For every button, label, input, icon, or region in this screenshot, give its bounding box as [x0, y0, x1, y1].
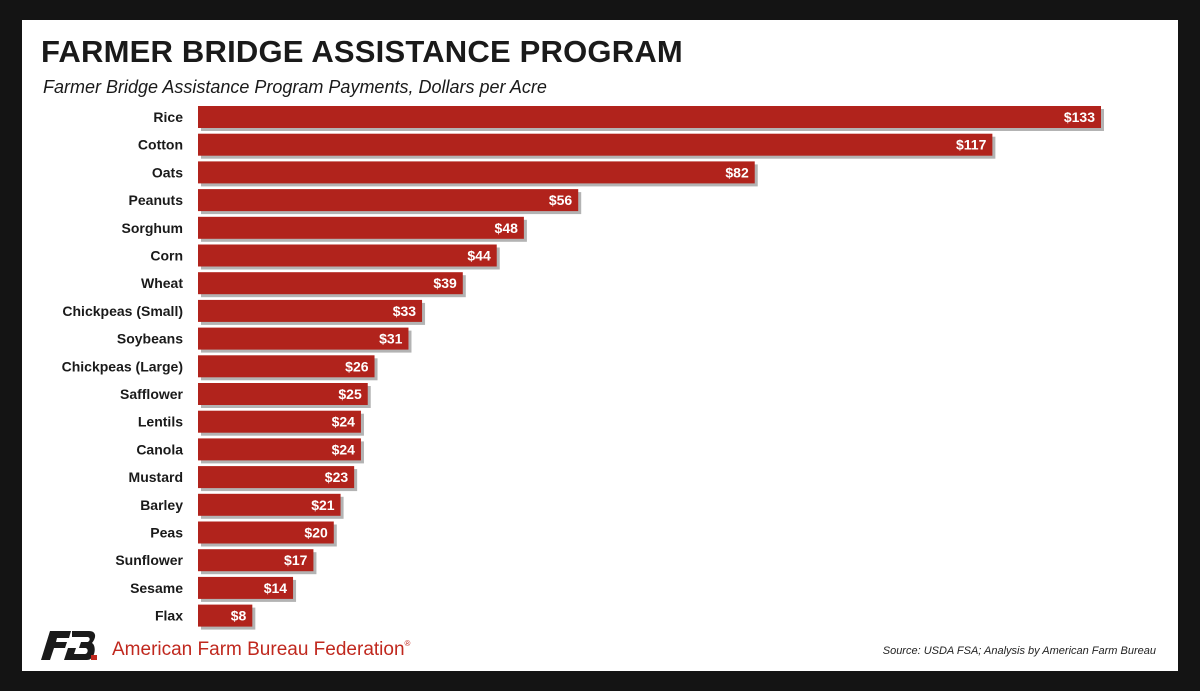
value-label-wheat: $39	[433, 275, 457, 291]
category-label-chickpeas-small: Chickpeas (Small)	[62, 303, 183, 319]
registered-mark: ®	[404, 639, 411, 648]
category-label-wheat: Wheat	[141, 275, 183, 291]
value-label-flax: $8	[231, 608, 247, 624]
bar-barley	[198, 493, 341, 516]
category-label-oats: Oats	[152, 164, 183, 180]
category-label-rice: Rice	[153, 109, 183, 125]
category-label-sunflower: Sunflower	[115, 552, 183, 568]
value-label-chickpeas-large: $26	[345, 358, 369, 374]
bar-peas	[198, 521, 334, 544]
bar-flax	[198, 604, 253, 627]
category-label-chickpeas-large: Chickpeas (Large)	[62, 358, 183, 374]
bar-safflower	[198, 383, 368, 405]
value-label-corn: $44	[467, 248, 491, 264]
value-label-sunflower: $17	[284, 552, 308, 568]
value-label-barley: $21	[311, 497, 335, 513]
value-label-peas: $20	[304, 525, 328, 541]
bar-sunflower	[198, 549, 314, 572]
category-label-peas: Peas	[150, 525, 183, 541]
bar-soybeans	[198, 327, 409, 350]
value-label-chickpeas-small: $33	[393, 303, 417, 319]
bar-lentils	[198, 410, 361, 433]
category-label-cotton: Cotton	[138, 137, 183, 153]
chart-title: FARMER BRIDGE ASSISTANCE PROGRAM	[41, 34, 683, 69]
bar-sorghum	[198, 216, 524, 239]
bar-rice	[198, 106, 1101, 128]
bar-peanuts	[198, 189, 579, 212]
bar-cotton	[198, 133, 993, 156]
category-label-safflower: Safflower	[120, 386, 184, 402]
category-label-barley: Barley	[140, 497, 183, 513]
category-label-peanuts: Peanuts	[129, 192, 184, 208]
value-label-sesame: $14	[264, 580, 288, 596]
value-label-lentils: $24	[332, 414, 356, 430]
value-label-peanuts: $56	[549, 192, 573, 208]
afbf-fb-logo-icon	[41, 631, 97, 660]
category-label-sorghum: Sorghum	[122, 220, 183, 236]
bar-chart: Rice $133 Cotton $117 Oats $82 Peanuts $56 Sorgh…	[62, 106, 1104, 630]
value-label-mustard: $23	[325, 469, 349, 485]
category-label-corn: Corn	[150, 248, 183, 264]
value-label-rice: $133	[1064, 109, 1095, 125]
category-label-lentils: Lentils	[138, 414, 183, 430]
value-label-safflower: $25	[338, 386, 362, 402]
bar-canola	[198, 438, 361, 461]
value-label-soybeans: $31	[379, 331, 403, 347]
value-label-oats: $82	[725, 164, 749, 180]
chart-subtitle: Farmer Bridge Assistance Program Payment…	[43, 77, 547, 97]
bar-oats	[198, 161, 755, 184]
bar-mustard	[198, 466, 355, 489]
organization-name: American Farm Bureau Federation®	[112, 639, 410, 661]
bar-chickpeas-large	[198, 355, 375, 378]
category-label-canola: Canola	[136, 441, 183, 457]
value-label-cotton: $117	[956, 137, 987, 153]
bar-wheat	[198, 272, 463, 295]
value-label-canola: $24	[332, 441, 356, 457]
category-label-soybeans: Soybeans	[117, 331, 183, 347]
organization-name-text: American Farm Bureau Federation	[112, 639, 405, 660]
category-label-flax: Flax	[155, 608, 183, 624]
value-label-sorghum: $48	[495, 220, 519, 236]
bar-chickpeas-small	[198, 299, 423, 322]
category-label-mustard: Mustard	[129, 469, 183, 485]
chart-card: FARMER BRIDGE ASSISTANCE PROGRAM Farmer …	[22, 20, 1178, 671]
source-note: Source: USDA FSA; Analysis by American F…	[882, 645, 1156, 657]
bar-corn	[198, 244, 497, 267]
category-label-sesame: Sesame	[130, 580, 183, 596]
bar-sesame	[198, 576, 294, 599]
